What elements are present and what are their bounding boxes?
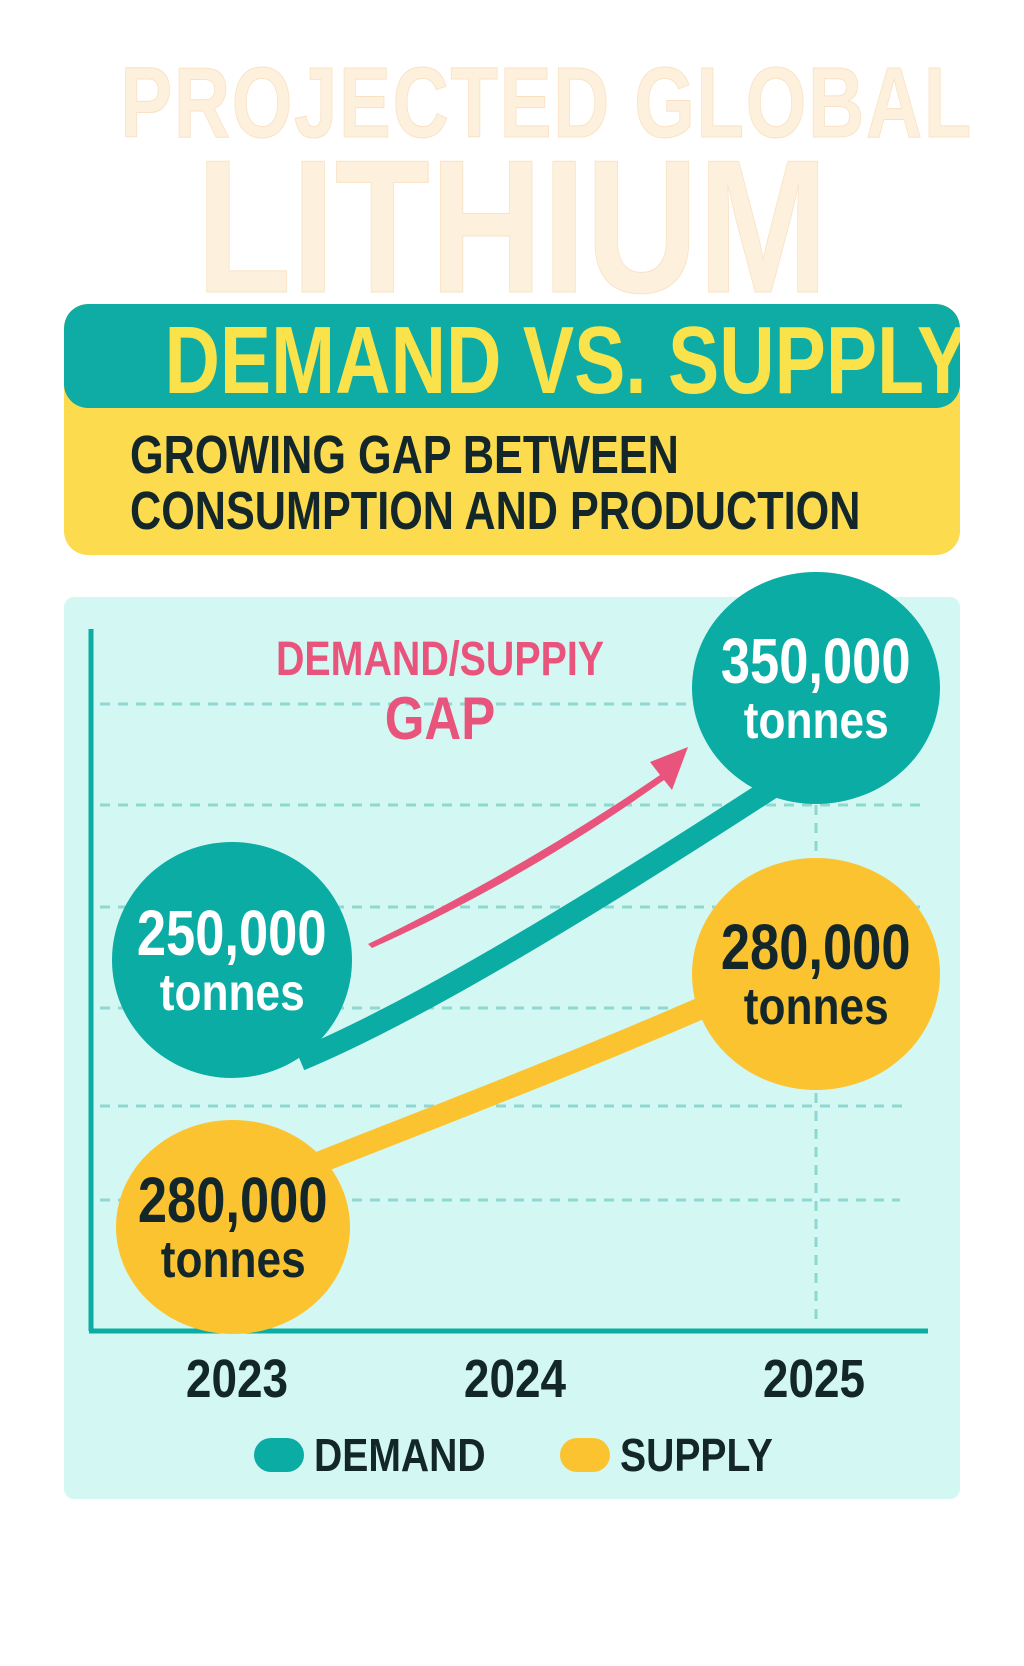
data-label: 250,000 — [137, 897, 327, 969]
legend-label: SUPPLY — [619, 1429, 773, 1481]
gap-annotation-line-1: DEMAND/SUPPIY — [276, 633, 605, 686]
unit-label: tonnes — [743, 978, 889, 1036]
legend-item-supply: SUPPLY — [559, 1428, 800, 1482]
supply-2025-bubble: 280,000 tonnes — [692, 858, 940, 1090]
demand-line — [295, 766, 797, 1071]
legend-label: DEMAND — [314, 1429, 486, 1481]
unit-label: tonnes — [743, 692, 889, 750]
unit-label: tonnes — [159, 964, 305, 1022]
supply-swatch-icon — [559, 1438, 610, 1472]
unit-label: tonnes — [160, 1231, 306, 1289]
title-line-1: PROJECTED GLOBAL — [120, 47, 973, 160]
title-banner: DEMAND VS. SUPPLY GROWING GAP BETWEEN CO… — [64, 304, 960, 555]
banner-header: DEMAND VS. SUPPLY — [64, 304, 960, 414]
data-label: 280,000 — [721, 911, 911, 983]
x-tick-label-2024: 2024 — [463, 1349, 567, 1409]
gap-annotation-line-2: GAP — [384, 685, 496, 752]
supply-2023-bubble: 280,000 tonnes — [116, 1120, 350, 1334]
demand-2023-bubble: 250,000 tonnes — [112, 842, 352, 1078]
x-tick-label-2025: 2025 — [762, 1349, 866, 1409]
subtitle-line-1: GROWING GAP BETWEEN — [130, 425, 679, 485]
subtitle-line-2: CONSUMPTION AND PRODUCTION — [130, 481, 861, 541]
demand-2025-bubble: 350,000 tonnes — [692, 572, 940, 804]
legend: DEMAND SUPPLY — [254, 1428, 800, 1482]
gap-arrow — [368, 747, 688, 948]
demand-swatch-icon — [254, 1438, 304, 1472]
title-line-2: LITHIUM — [196, 121, 829, 334]
x-tick-label-2023: 2023 — [185, 1349, 289, 1409]
data-label: 280,000 — [138, 1164, 328, 1236]
banner-title: DEMAND VS. SUPPLY — [164, 307, 960, 414]
data-label: 350,000 — [721, 625, 911, 697]
legend-item-demand: DEMAND — [254, 1428, 516, 1482]
